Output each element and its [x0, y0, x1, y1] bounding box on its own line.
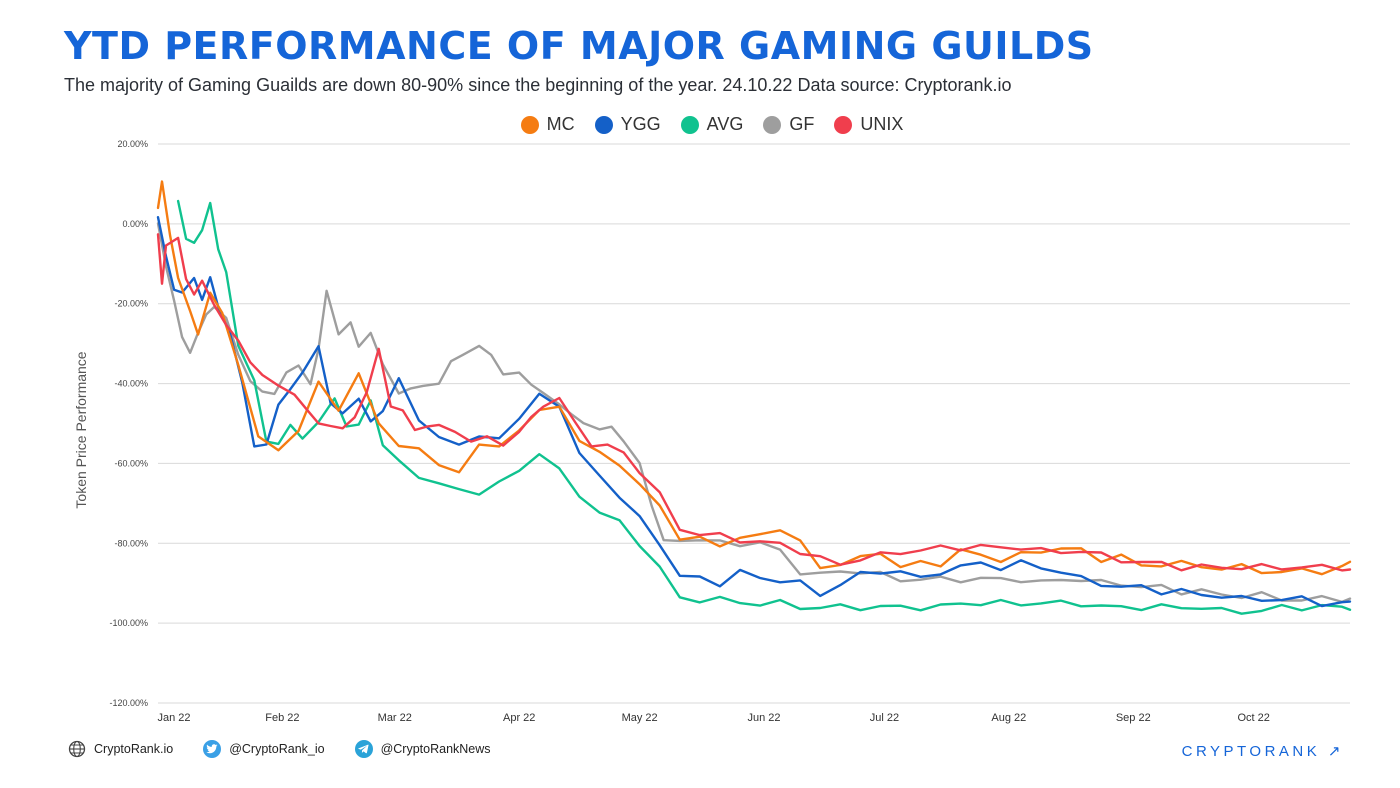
y-tick-label: -60.00%	[114, 458, 148, 468]
y-tick-label: -20.00%	[114, 299, 148, 309]
x-tick-label: Jan 22	[157, 712, 190, 724]
legend-item-unix[interactable]: UNIX	[834, 114, 903, 135]
twitter-icon	[203, 740, 222, 758]
chart-subtitle: The majority of Gaming Guailds are down …	[64, 75, 1012, 95]
brand-logo[interactable]: CRYPTORANK ↗	[1181, 743, 1344, 760]
series-line-avg	[176, 199, 1352, 615]
footer: CryptoRank.io @CryptoRank_io @CryptoRank…	[68, 740, 491, 758]
legend-label-avg: AVG	[706, 114, 744, 134]
x-tick-label: Aug 22	[991, 712, 1026, 724]
legend-item-mc[interactable]: MC	[520, 114, 575, 135]
legend-swatch-avg	[680, 115, 699, 134]
legend-swatch-gf	[763, 115, 782, 134]
footer-twitter-label: @CryptoRank_io	[229, 742, 325, 756]
line-chart: 20.00% 0.00% -20.00% -40.00% -60.00% -80.00% -…	[73, 139, 1352, 724]
series-line-gf	[156, 222, 1352, 604]
legend-swatch-unix	[834, 115, 853, 134]
y-tick-label: 0.00%	[122, 219, 148, 229]
x-tick-label: Oct 22	[1237, 712, 1269, 724]
x-tick-label: Jun 22	[748, 712, 781, 724]
y-tick-label: -120.00%	[109, 698, 148, 708]
legend-swatch-ygg	[594, 115, 613, 134]
y-axis-ticks: 20.00% 0.00% -20.00% -40.00% -60.00% -80.00% -…	[109, 139, 148, 708]
footer-telegram[interactable]: @CryptoRankNews	[354, 740, 491, 758]
y-tick-label: -40.00%	[114, 379, 148, 389]
y-tick-label: 20.00%	[117, 139, 148, 149]
footer-telegram-label: @CryptoRankNews	[380, 742, 491, 756]
legend-label-gf: GF	[789, 114, 815, 134]
y-tick-label: -100.00%	[109, 618, 148, 628]
series-line-ygg	[156, 216, 1352, 608]
x-axis-ticks: Jan 22 Feb 22 Mar 22 Apr 22 May 22 Jun 22 Jul …	[157, 712, 1269, 724]
y-axis-label: Token Price Performance	[73, 351, 89, 508]
x-tick-label: Feb 22	[265, 712, 299, 724]
legend-item-gf[interactable]: GF	[763, 114, 814, 135]
legend-item-ygg[interactable]: YGG	[594, 114, 661, 135]
footer-website-label: CryptoRank.io	[94, 742, 174, 756]
legend-swatch-mc	[520, 115, 539, 134]
x-tick-label: Mar 22	[378, 712, 412, 724]
telegram-icon	[354, 740, 373, 758]
grid-lines	[158, 143, 1350, 704]
x-tick-label: Jul 22	[870, 712, 899, 724]
x-tick-label: Sep 22	[1116, 712, 1151, 724]
legend: MC YGG AVG GF UNIX	[0, 114, 1400, 135]
legend-label-mc: MC	[546, 114, 575, 134]
series-line-mc	[156, 180, 1352, 576]
legend-label-unix: UNIX	[860, 114, 904, 134]
x-tick-label: Apr 22	[503, 712, 535, 724]
footer-website[interactable]: CryptoRank.io	[68, 740, 173, 758]
series-line-unix	[156, 233, 1352, 572]
series-lines	[156, 180, 1352, 615]
footer-twitter[interactable]: @CryptoRank_io	[203, 740, 325, 758]
globe-icon	[68, 740, 86, 758]
chart-title: YTD PERFORMANCE OF MAJOR GAMING GUILDS	[64, 24, 1094, 68]
legend-label-ygg: YGG	[620, 114, 661, 134]
x-tick-label: May 22	[622, 712, 658, 724]
y-tick-label: -80.00%	[114, 538, 148, 548]
legend-item-avg[interactable]: AVG	[680, 114, 744, 135]
